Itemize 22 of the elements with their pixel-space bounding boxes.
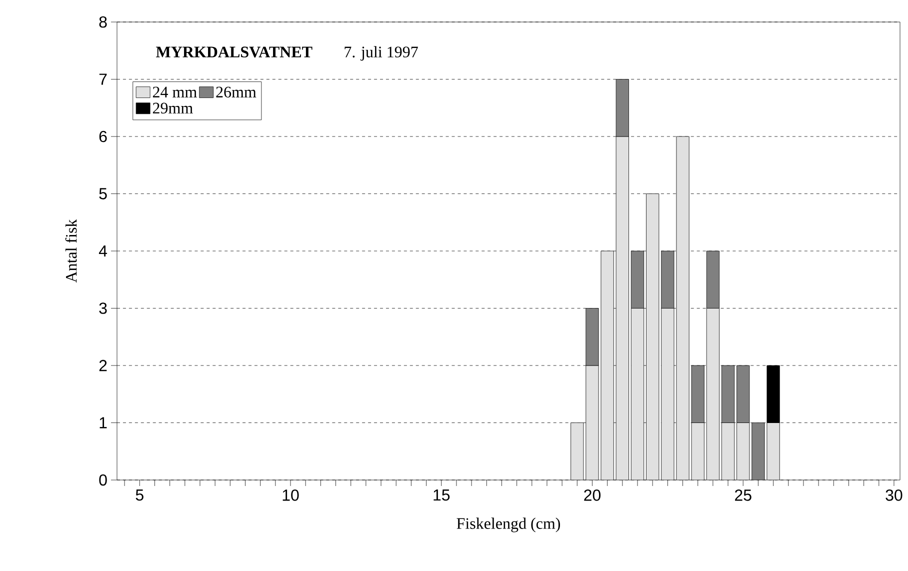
legend-label: 29mm [152,102,193,114]
legend-label: 24 mm [152,86,197,98]
y-tick-label: 0 [99,474,107,486]
text: 7. juli 1997 [344,46,418,61]
y-tick-label: 1 [100,417,107,428]
y-tick-label: 7 [99,74,107,85]
text: MYRKDALSVATNET [156,46,312,58]
x-tick-label: 25 [735,490,752,501]
y-tick-label: 2 [99,360,107,372]
x-tick-label: 20 [584,490,601,501]
x-axis-title: Fiskelengd (cm) [456,518,560,532]
x-tick-label: 5 [136,490,144,501]
y-tick-label: 4 [98,245,108,256]
y-tick-label: 5 [99,188,107,200]
y-tick-label: 6 [99,130,107,142]
legend-label: 26mm [216,86,256,98]
x-tick-label: 10 [282,490,299,501]
y-tick-label: 3 [99,302,107,314]
y-axis-title: Antal fisk [65,219,77,283]
x-tick-label: 15 [434,490,450,501]
y-tick-label: 8 [99,16,107,28]
x-tick-label: 30 [886,490,902,501]
